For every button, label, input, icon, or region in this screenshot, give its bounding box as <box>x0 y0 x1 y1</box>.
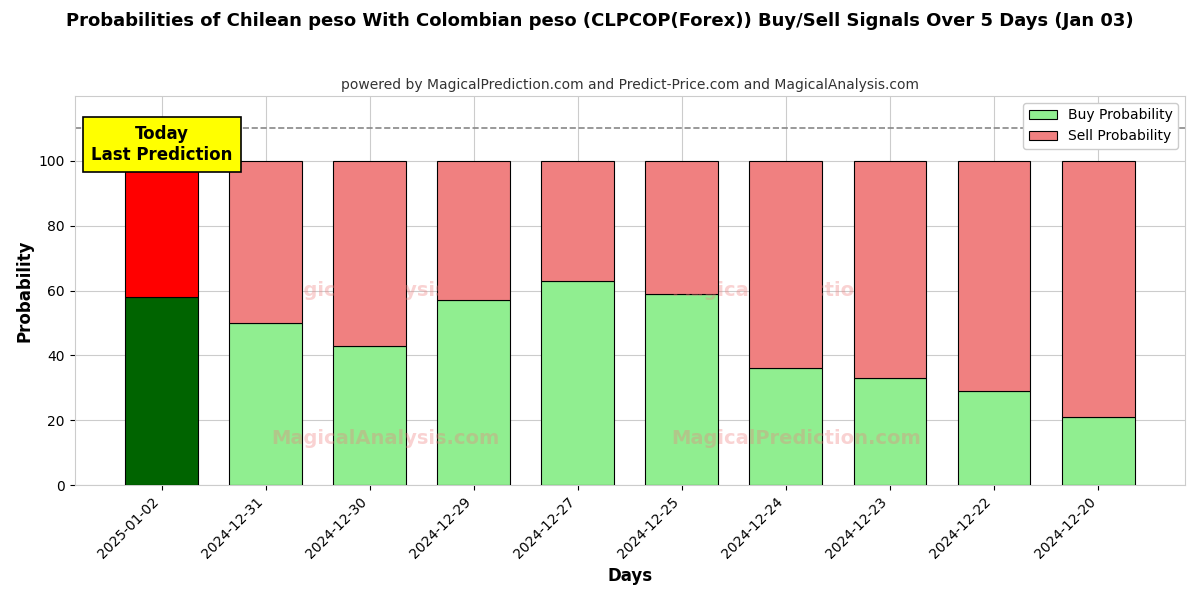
Bar <box>1062 161 1134 417</box>
Bar <box>541 281 614 485</box>
Bar <box>750 161 822 368</box>
Bar <box>125 161 198 297</box>
Legend: Buy Probability, Sell Probability: Buy Probability, Sell Probability <box>1024 103 1178 149</box>
Bar <box>958 161 1031 391</box>
Bar <box>334 346 406 485</box>
Bar <box>125 297 198 485</box>
Bar <box>1062 417 1134 485</box>
Text: MagicalAnalysis.com: MagicalAnalysis.com <box>271 281 499 300</box>
Y-axis label: Probability: Probability <box>16 239 34 342</box>
Bar <box>853 161 926 378</box>
Bar <box>853 378 926 485</box>
Bar <box>334 161 406 346</box>
Text: MagicalPrediction.com: MagicalPrediction.com <box>672 429 922 448</box>
Title: powered by MagicalPrediction.com and Predict-Price.com and MagicalAnalysis.com: powered by MagicalPrediction.com and Pre… <box>341 78 919 92</box>
Bar <box>958 391 1031 485</box>
Bar <box>750 368 822 485</box>
Bar <box>646 161 719 294</box>
Bar <box>646 294 719 485</box>
Bar <box>229 323 302 485</box>
Text: Today
Last Prediction: Today Last Prediction <box>91 125 233 164</box>
Bar <box>437 161 510 301</box>
Text: MagicalAnalysis.com: MagicalAnalysis.com <box>271 429 499 448</box>
X-axis label: Days: Days <box>607 567 653 585</box>
Bar <box>229 161 302 323</box>
Bar <box>437 301 510 485</box>
Text: Probabilities of Chilean peso With Colombian peso (CLPCOP(Forex)) Buy/Sell Signa: Probabilities of Chilean peso With Colom… <box>66 12 1134 30</box>
Text: MagicalPrediction.com: MagicalPrediction.com <box>672 281 922 300</box>
Bar <box>541 161 614 281</box>
